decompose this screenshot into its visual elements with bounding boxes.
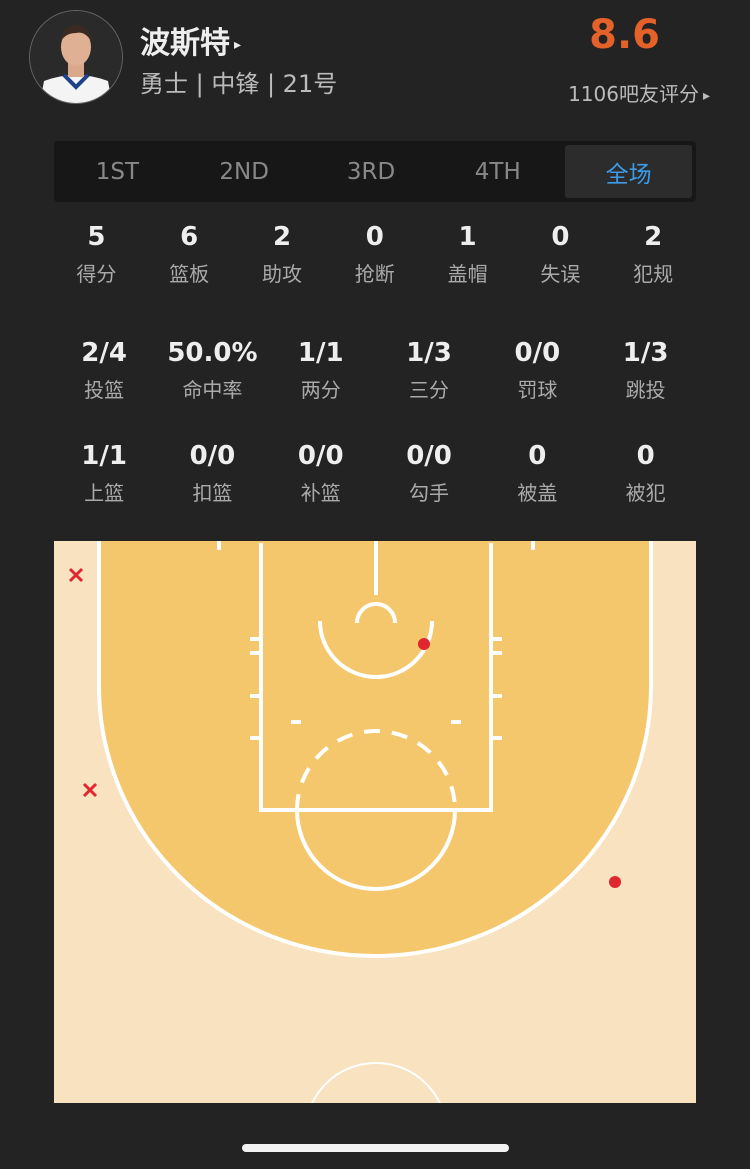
stat-value: 0 xyxy=(528,441,547,471)
chevron-right-icon: ▸ xyxy=(234,36,242,53)
stat-cell: 2 犯规 xyxy=(607,222,700,287)
stat-label: 两分 xyxy=(300,378,341,402)
player-info: 勇士 | 中锋 | 21号 xyxy=(140,70,338,98)
three-point-area xyxy=(99,541,651,956)
stat-label: 得分 xyxy=(76,262,117,286)
stat-label: 犯规 xyxy=(633,262,674,286)
stat-cell: 2 助攻 xyxy=(236,222,329,287)
stat-label: 篮板 xyxy=(169,262,210,286)
stat-label: 罚球 xyxy=(517,378,558,402)
stat-value: 50.0% xyxy=(167,338,258,368)
chevron-right-icon: ▸ xyxy=(702,87,710,104)
tab-2nd[interactable]: 2ND xyxy=(219,158,269,185)
rating-label: 1106吧友评分 xyxy=(568,82,699,106)
stat-label: 盖帽 xyxy=(447,262,488,286)
stat-label: 三分 xyxy=(409,378,450,402)
stat-label: 失误 xyxy=(540,262,581,286)
stat-value: 0 xyxy=(636,441,655,471)
tab-1st[interactable]: 1ST xyxy=(95,158,140,185)
stat-value: 1/1 xyxy=(81,441,127,471)
stat-label: 跳投 xyxy=(625,378,666,402)
stat-label: 助攻 xyxy=(261,262,302,286)
stat-cell: 0 失误 xyxy=(514,222,607,287)
stat-label: 扣篮 xyxy=(192,481,233,505)
stat-cell: 0 抢断 xyxy=(328,222,421,287)
stat-label: 被犯 xyxy=(625,481,666,505)
stat-cell: 1 盖帽 xyxy=(421,222,514,287)
stat-label: 上篮 xyxy=(84,481,125,505)
player-score: 8.6 xyxy=(589,12,660,58)
free-throw-circle-lower xyxy=(295,809,457,891)
tab-3rd[interactable]: 3RD xyxy=(346,158,396,185)
lane xyxy=(259,543,493,812)
stat-value: 1/1 xyxy=(297,338,344,368)
stat-cell: 50.0% 命中率 xyxy=(158,338,266,403)
stat-cell: 0/0 扣篮 xyxy=(158,441,266,506)
player-avatar[interactable] xyxy=(29,10,123,104)
hoop xyxy=(355,602,397,624)
stat-cell: 0 被犯 xyxy=(591,441,699,506)
stat-value: 0/0 xyxy=(297,441,344,471)
missed-shot-marker xyxy=(68,567,84,583)
stat-value: 2 xyxy=(644,222,663,252)
stat-label: 抢断 xyxy=(354,262,395,286)
lane-hash-marks xyxy=(217,541,535,740)
stat-value: 1/3 xyxy=(406,338,452,368)
stat-value: 2 xyxy=(272,222,292,252)
three-point-line xyxy=(97,541,653,958)
center-circle xyxy=(311,1062,441,1103)
stat-value: 1 xyxy=(458,222,477,252)
tab-full-game[interactable]: 全场 xyxy=(565,145,692,198)
stat-label: 投篮 xyxy=(84,378,125,402)
other-stats-row: 1/1 上篮 0/0 扣篮 0/0 补篮 0/0 勾手 0 被盖 0 被犯 xyxy=(50,441,700,506)
free-throw-circle-upper xyxy=(295,729,457,811)
stat-value: 5 xyxy=(87,222,106,252)
stat-label: 勾手 xyxy=(409,481,450,505)
player-name-link[interactable]: 波斯特 ▸ xyxy=(140,18,241,62)
stat-cell: 1/1 两分 xyxy=(267,338,375,403)
stat-cell: 1/1 上篮 xyxy=(50,441,158,506)
stat-cell: 0 被盖 xyxy=(483,441,591,506)
stat-cell: 6 篮板 xyxy=(143,222,236,287)
missed-shot-marker xyxy=(82,782,98,798)
stat-value: 0/0 xyxy=(406,441,452,471)
stat-label: 补篮 xyxy=(300,481,341,505)
home-indicator[interactable] xyxy=(242,1144,509,1152)
main-stats-row: 5 得分 6 篮板 2 助攻 0 抢断 1 盖帽 0 失误 2 犯规 xyxy=(50,222,700,287)
stat-cell: 1/3 三分 xyxy=(375,338,483,403)
stat-cell: 2/4 投篮 xyxy=(50,338,158,403)
stat-value: 0 xyxy=(365,222,384,252)
player-name: 波斯特 xyxy=(140,26,230,61)
stat-value: 2/4 xyxy=(81,338,127,368)
stat-value: 6 xyxy=(180,222,199,252)
stat-value: 0/0 xyxy=(189,441,236,471)
period-tabs: 1ST 2ND 3RD 4TH 全场 xyxy=(54,141,696,202)
stat-cell: 0/0 罚球 xyxy=(483,338,591,403)
made-shot-marker xyxy=(418,638,430,650)
stat-cell: 1/3 跳投 xyxy=(591,338,699,403)
stat-label: 命中率 xyxy=(182,378,243,402)
rating-link[interactable]: 1106吧友评分 ▸ xyxy=(568,78,710,107)
stat-value: 0 xyxy=(551,222,570,252)
player-photo-icon xyxy=(30,11,122,103)
tab-4th[interactable]: 4TH xyxy=(474,158,521,185)
stat-cell: 0/0 补篮 xyxy=(267,441,375,506)
shot-chart-court xyxy=(54,541,696,1103)
made-shot-marker xyxy=(609,876,621,888)
shooting-stats-row: 2/4 投篮 50.0% 命中率 1/1 两分 1/3 三分 0/0 罚球 1/3 跳投 xyxy=(50,338,700,403)
stat-cell: 5 得分 xyxy=(50,222,143,287)
stat-value: 1/3 xyxy=(622,338,669,368)
stat-value: 0/0 xyxy=(514,338,561,368)
stat-label: 被盖 xyxy=(517,481,558,505)
stat-cell: 0/0 勾手 xyxy=(375,441,483,506)
